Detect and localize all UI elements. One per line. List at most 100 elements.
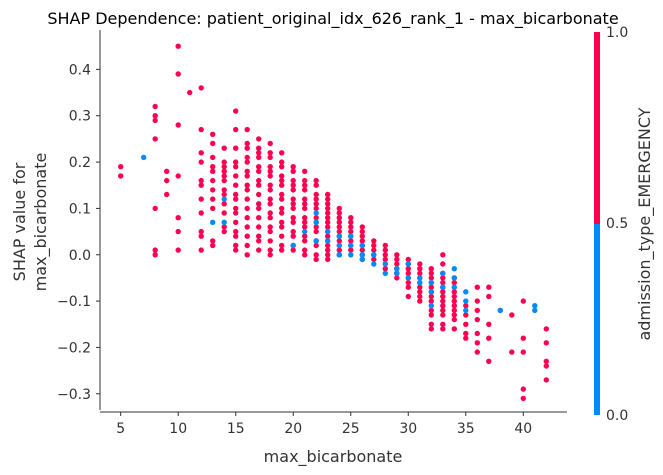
scatter-point-emergency <box>440 303 446 309</box>
scatter-point-non-emergency <box>405 275 411 281</box>
scatter-point-emergency <box>348 224 354 230</box>
scatter-point-emergency <box>256 177 262 184</box>
y-tick-label: −0.2 <box>57 340 91 356</box>
scatter-point-emergency <box>221 210 227 216</box>
scatter-point-emergency <box>325 242 331 249</box>
scatter-point-emergency <box>302 252 308 258</box>
scatter-point-emergency <box>198 196 204 202</box>
scatter-point-emergency <box>417 289 423 295</box>
scatter-point-emergency <box>210 164 216 170</box>
scatter-point-non-emergency <box>325 228 331 235</box>
scatter-point-emergency <box>290 215 296 221</box>
scatter-point-emergency <box>359 228 365 235</box>
scatter-point-emergency <box>267 150 273 156</box>
y-tick-label: 0.1 <box>69 201 91 217</box>
scatter-point-emergency <box>417 270 423 276</box>
scatter-point-emergency <box>233 108 239 114</box>
scatter-point-emergency <box>221 145 227 151</box>
scatter-point-emergency <box>210 238 216 244</box>
scatter-point-non-emergency <box>348 233 354 239</box>
scatter-point-emergency <box>221 173 227 179</box>
scatter-point-emergency <box>325 205 331 212</box>
scatter-point-emergency <box>290 247 296 253</box>
y-tick-label: −0.1 <box>57 294 91 310</box>
colorbar-tick-high: 1.0 <box>606 25 628 41</box>
scatter-point-emergency <box>325 233 331 239</box>
scatter-point-emergency <box>267 210 273 216</box>
scatter-point-emergency <box>313 215 319 221</box>
scatter-point-emergency <box>543 377 549 383</box>
scatter-point-emergency <box>198 233 204 239</box>
scatter-point-emergency <box>428 326 434 332</box>
scatter-point-emergency <box>440 298 446 304</box>
scatter-point-emergency <box>267 182 273 188</box>
scatter-point-emergency <box>244 224 250 230</box>
scatter-point-emergency <box>267 168 273 174</box>
scatter-point-non-emergency <box>451 266 457 272</box>
scatter-point-emergency <box>279 159 285 165</box>
scatter-point-emergency <box>405 256 411 263</box>
scatter-point-emergency <box>428 266 434 272</box>
scatter-point-emergency <box>187 89 193 96</box>
scatter-point-emergency <box>175 43 181 49</box>
scatter-point-emergency <box>267 228 273 235</box>
scatter-point-emergency <box>279 205 285 212</box>
plot-area: 5 10 15 20 25 30 35 40 −0.3 −0.2 −0.1 0.0 0.1 0.2 0.3… <box>57 30 567 437</box>
scatter-point-emergency <box>244 126 250 133</box>
scatter-point-emergency <box>302 224 308 230</box>
scatter-point-non-emergency <box>417 279 423 286</box>
scatter-point-emergency <box>313 205 319 212</box>
scatter-point-emergency <box>290 201 296 207</box>
x-tick-label: 15 <box>227 421 245 437</box>
scatter-point-non-emergency <box>440 270 446 276</box>
scatter-point-emergency <box>486 284 492 290</box>
scatter-point-non-emergency <box>428 289 434 295</box>
scatter-point-emergency <box>451 316 457 323</box>
scatter-point-emergency <box>256 154 262 161</box>
y-axis-ticks: −0.3 −0.2 −0.1 0.0 0.1 0.2 0.3 0.4 <box>57 62 100 403</box>
scatter-point-emergency <box>221 201 227 207</box>
scatter-point-emergency <box>233 191 239 198</box>
scatter-point-non-emergency <box>382 270 388 276</box>
scatter-point-emergency <box>175 173 181 179</box>
scatter-point-emergency <box>440 321 446 327</box>
scatter-point-emergency <box>405 279 411 286</box>
scatter-point-non-emergency <box>359 242 365 249</box>
scatter-point-emergency <box>348 247 354 253</box>
scatter-point-non-emergency <box>463 298 469 304</box>
scatter-point-non-emergency <box>382 261 388 267</box>
scatter-point-emergency <box>290 182 296 188</box>
scatter-point-emergency <box>175 71 181 77</box>
scatter-point-emergency <box>210 131 216 137</box>
y-tick-label: 0.2 <box>69 155 91 171</box>
scatter-point-emergency <box>451 289 457 295</box>
scatter-point-emergency <box>244 182 250 188</box>
scatter-point-emergency <box>210 242 216 249</box>
scatter-point-emergency <box>405 270 411 276</box>
scatter-point-emergency <box>325 219 331 225</box>
scatter-point-emergency <box>463 321 469 327</box>
scatter-point-non-emergency <box>325 238 331 244</box>
x-tick-label: 5 <box>116 421 125 437</box>
scatter-point-emergency <box>290 177 296 184</box>
scatter-point-emergency <box>313 224 319 230</box>
scatter-point-emergency <box>348 238 354 244</box>
scatter-point-emergency <box>267 215 273 221</box>
scatter-point-emergency <box>244 252 250 258</box>
scatter-point-emergency <box>428 321 434 327</box>
scatter-point-emergency <box>543 340 549 346</box>
colorbar-label: admission_type_EMERGENCY <box>635 107 655 340</box>
scatter-point-emergency <box>233 164 239 170</box>
scatter-point-emergency <box>221 228 227 235</box>
scatter-point-emergency <box>244 168 250 174</box>
scatter-point-non-emergency <box>394 270 400 276</box>
scatter-point-emergency <box>463 335 469 341</box>
scatter-point-emergency <box>520 298 526 304</box>
scatter-point-emergency <box>210 196 216 202</box>
scatter-point-emergency <box>325 196 331 202</box>
scatter-point-emergency <box>463 330 469 337</box>
scatter-point-emergency <box>313 177 319 184</box>
scatter-point-emergency <box>198 159 204 165</box>
scatter-point-emergency <box>290 168 296 174</box>
scatter-point-emergency <box>279 150 285 156</box>
